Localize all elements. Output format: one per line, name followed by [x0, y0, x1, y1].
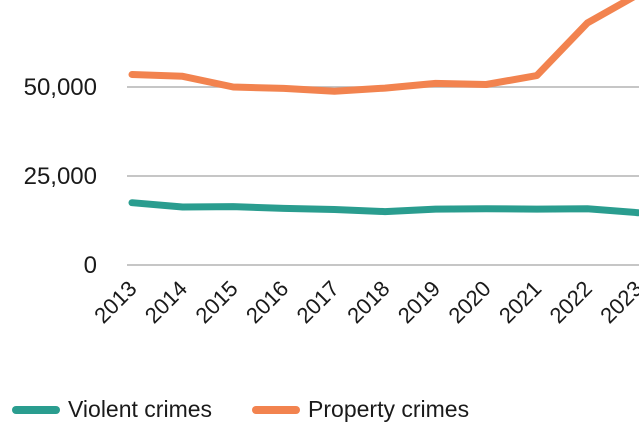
y-tick-label: 50,000: [24, 74, 97, 101]
legend-swatch-property: [252, 405, 301, 414]
series-line-violent-crimes: [128, 199, 639, 217]
x-axis-ticks: 2013201420152016201720182019202020212022…: [89, 276, 639, 328]
y-tick-label: 25,000: [24, 163, 97, 190]
legend-item-property: Property crimes: [252, 396, 469, 423]
x-tick-label: 2017: [292, 276, 344, 328]
x-tick-label: 2013: [89, 276, 141, 328]
x-tick-label: 2019: [393, 276, 445, 328]
legend: Violent crimes Property crimes: [12, 396, 509, 423]
x-tick-label: 2022: [545, 276, 597, 328]
legend-item-violent: Violent crimes: [12, 396, 212, 423]
x-tick-label: 2015: [190, 276, 242, 328]
y-tick-label: 0: [84, 252, 97, 279]
legend-label-violent: Violent crimes: [68, 396, 213, 422]
x-tick-label: 2020: [443, 276, 495, 328]
legend-label-property: Property crimes: [308, 396, 470, 422]
x-tick-label: 2023: [595, 276, 639, 328]
x-tick-label: 2014: [140, 276, 192, 328]
x-tick-label: 2018: [342, 276, 394, 328]
legend-swatch-violent: [12, 405, 60, 414]
series-lines: [128, 0, 639, 217]
x-tick-label: 2016: [241, 276, 293, 328]
grid-lines: [127, 86, 639, 266]
x-tick-label: 2021: [494, 276, 546, 328]
series-line-property-crimes: [128, 0, 636, 95]
y-axis-ticks: 0 25,000 50,000: [24, 74, 97, 279]
